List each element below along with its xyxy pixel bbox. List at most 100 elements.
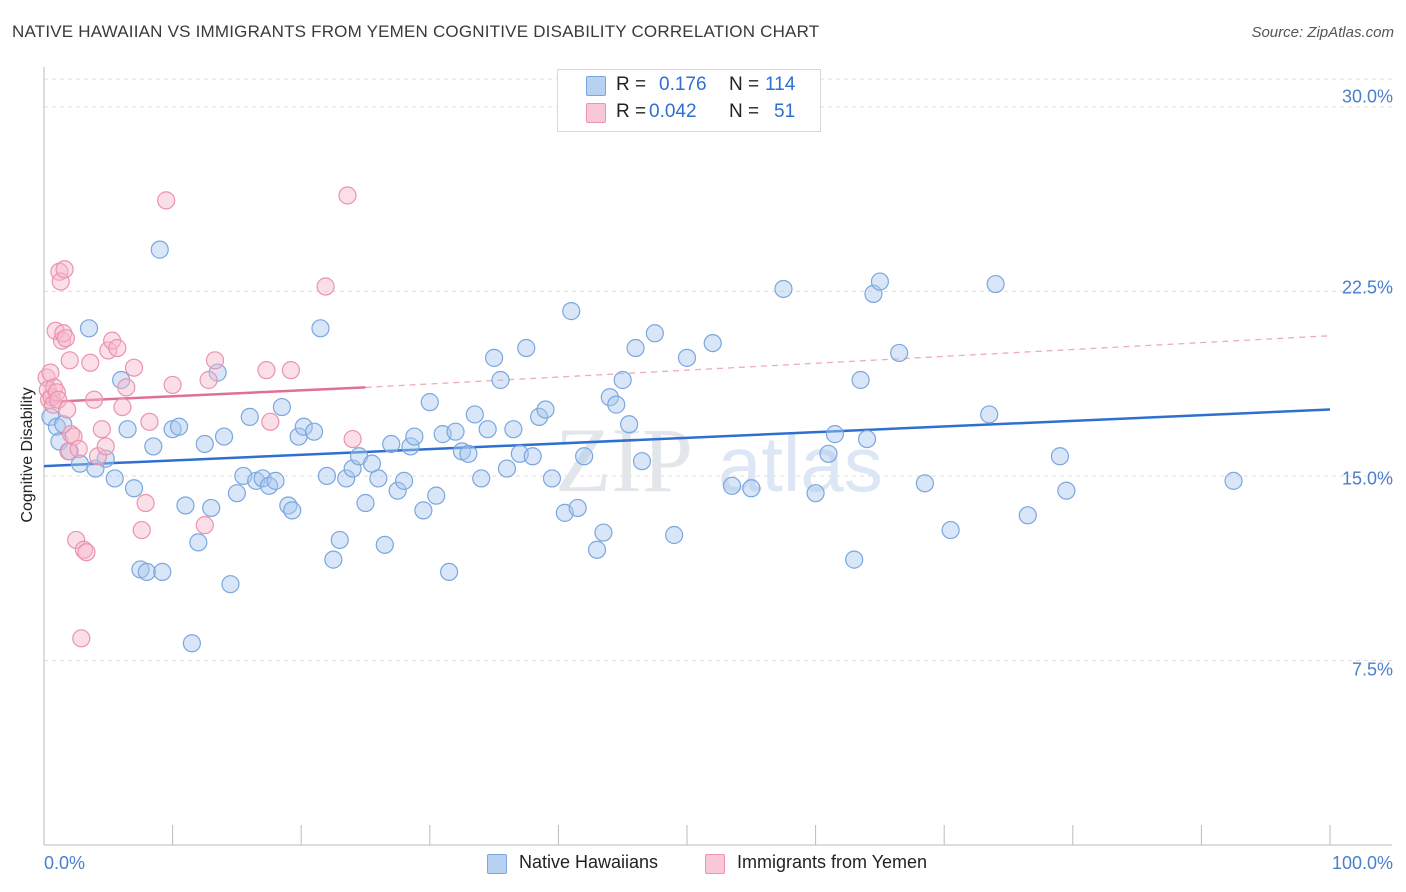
point-native-hawaiian xyxy=(1018,506,1037,525)
point-native-hawaiian xyxy=(523,447,542,466)
point-native-hawaiian xyxy=(311,319,330,338)
x-tick-label-min: 0.0% xyxy=(44,853,86,873)
point-native-hawaiian xyxy=(665,525,684,545)
point-yemen xyxy=(261,412,280,431)
point-native-hawaiian xyxy=(375,535,394,554)
point-native-hawaiian xyxy=(105,469,124,488)
axes xyxy=(43,67,1392,846)
point-native-hawaiian xyxy=(459,444,478,463)
point-native-hawaiian xyxy=(79,319,99,338)
legend-swatch-pink xyxy=(705,854,725,874)
point-native-hawaiian xyxy=(283,501,302,520)
point-native-hawaiian xyxy=(414,501,433,520)
point-native-hawaiian xyxy=(1057,481,1076,500)
point-native-hawaiian xyxy=(446,422,465,441)
point-yemen xyxy=(338,186,357,205)
point-native-hawaiian xyxy=(240,407,259,427)
point-native-hawaiian xyxy=(613,370,632,390)
point-native-hawaiian xyxy=(356,493,375,513)
point-yemen xyxy=(257,361,276,380)
point-yemen xyxy=(140,412,159,431)
legend-swatch-blue xyxy=(586,76,606,96)
point-yemen xyxy=(72,629,91,648)
point-native-hawaiian xyxy=(587,540,607,559)
point-native-hawaiian xyxy=(677,348,697,367)
y-tick-label: 7.5% xyxy=(1351,659,1393,680)
point-native-hawaiian xyxy=(153,562,172,582)
point-native-hawaiian xyxy=(214,427,234,446)
point-native-hawaiian xyxy=(388,481,407,500)
point-yemen xyxy=(96,437,115,456)
point-native-hawaiian xyxy=(324,550,343,569)
point-native-hawaiian xyxy=(536,400,555,419)
point-native-hawaiian xyxy=(980,405,999,424)
r-label: R = xyxy=(616,101,647,122)
point-native-hawaiian xyxy=(176,496,195,515)
point-yemen xyxy=(49,390,68,409)
n-value: 114 xyxy=(765,74,796,95)
point-yemen xyxy=(60,351,79,370)
point-native-hawaiian xyxy=(562,302,581,321)
point-native-hawaiian xyxy=(478,420,497,439)
point-native-hawaiian xyxy=(742,479,761,498)
point-native-hawaiian xyxy=(118,420,137,439)
point-native-hawaiian xyxy=(382,434,401,454)
point-native-hawaiian xyxy=(420,393,439,412)
legend-swatch-blue xyxy=(487,854,507,874)
source-label: Source: ZipAtlas.com xyxy=(1251,24,1394,41)
point-yemen xyxy=(74,540,93,559)
n-label: N = xyxy=(729,101,760,122)
point-native-hawaiian xyxy=(851,370,870,390)
point-native-hawaiian xyxy=(774,279,793,299)
point-yemen xyxy=(124,358,144,377)
r-value: 0.042 xyxy=(649,101,697,122)
point-native-hawaiian xyxy=(439,562,459,582)
point-native-hawaiian xyxy=(870,272,890,291)
point-native-hawaiian xyxy=(497,459,517,478)
y-axis-label: Cognitive Disability xyxy=(19,387,36,523)
point-native-hawaiian xyxy=(504,420,523,439)
point-native-hawaiian xyxy=(304,422,324,441)
point-native-hawaiian xyxy=(182,634,201,653)
point-native-hawaiian xyxy=(568,498,587,518)
point-native-hawaiian xyxy=(594,523,613,542)
point-yemen xyxy=(163,375,182,395)
point-native-hawaiian xyxy=(915,474,935,493)
data-points xyxy=(37,186,1243,653)
point-yemen xyxy=(92,420,111,439)
point-yemen xyxy=(113,397,132,417)
grid-lines xyxy=(44,78,1392,661)
point-native-hawaiian xyxy=(427,486,446,505)
point-native-hawaiian xyxy=(632,452,652,471)
r-value: 0.176 xyxy=(659,74,707,95)
point-yemen xyxy=(343,429,362,449)
watermark-zip: ZIP xyxy=(555,409,693,511)
point-native-hawaiian xyxy=(600,388,619,407)
point-native-hawaiian xyxy=(272,397,292,417)
point-native-hawaiian xyxy=(941,520,960,540)
point-yemen xyxy=(316,277,335,296)
chart-title: NATIVE HAWAIIAN VS IMMIGRANTS FROM YEMEN… xyxy=(12,22,820,41)
point-native-hawaiian xyxy=(1050,447,1070,466)
legend-label: Native Hawaiians xyxy=(519,852,659,872)
point-native-hawaiian xyxy=(825,425,844,444)
point-yemen xyxy=(47,383,66,402)
point-yemen xyxy=(136,493,155,513)
r-label: R = xyxy=(616,74,647,95)
point-native-hawaiian xyxy=(337,469,356,488)
stats-legend: R = 0.176 N = 114 R = 0.042 N = 51 xyxy=(557,69,821,132)
point-yemen xyxy=(157,191,176,210)
point-yemen xyxy=(85,390,104,409)
point-native-hawaiian xyxy=(124,479,144,498)
trend-line-yemen xyxy=(43,386,366,404)
point-yemen xyxy=(69,439,88,458)
point-native-hawaiian xyxy=(266,471,285,490)
point-native-hawaiian xyxy=(491,370,510,390)
point-native-hawaiian xyxy=(394,471,414,490)
point-native-hawaiian xyxy=(890,343,909,363)
point-native-hawaiian xyxy=(857,429,877,449)
point-yemen xyxy=(108,338,127,358)
point-native-hawaiian xyxy=(189,533,208,552)
point-native-hawaiian xyxy=(401,437,420,456)
point-yemen xyxy=(61,425,81,444)
